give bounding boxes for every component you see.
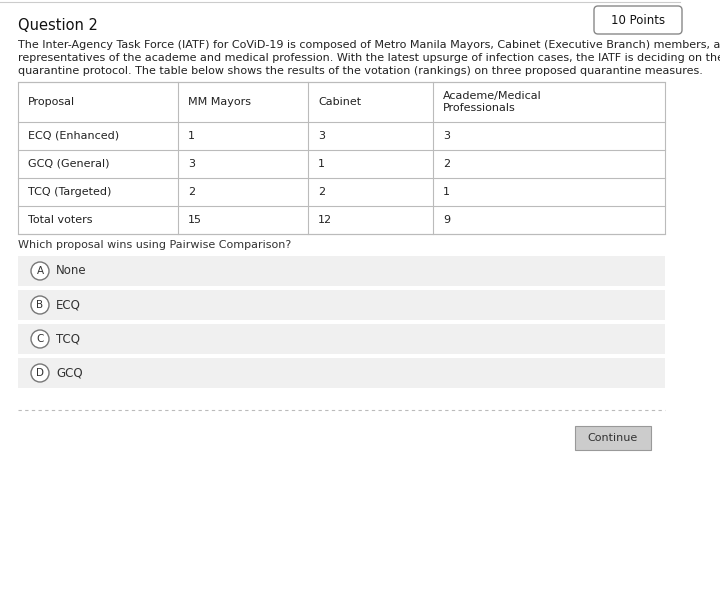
Text: 12: 12 [318, 215, 332, 225]
Text: 1: 1 [188, 131, 195, 141]
Text: Proposal: Proposal [28, 97, 75, 107]
Text: C: C [36, 334, 44, 344]
Text: TCQ (Targeted): TCQ (Targeted) [28, 187, 112, 197]
Text: 2: 2 [188, 187, 195, 197]
Text: TCQ: TCQ [56, 332, 80, 346]
Bar [18, 290, 665, 320]
Circle shape [31, 262, 49, 280]
Bar [18, 358, 665, 388]
Text: None: None [56, 264, 86, 278]
Text: GCQ (General): GCQ (General) [28, 159, 109, 169]
Text: 9: 9 [443, 215, 450, 225]
Text: 1: 1 [318, 159, 325, 169]
Text: Which proposal wins using Pairwise Comparison?: Which proposal wins using Pairwise Compa… [18, 240, 292, 250]
Bar [18, 324, 665, 354]
Text: 15: 15 [188, 215, 202, 225]
Text: A: A [37, 266, 44, 276]
Text: MM Mayors: MM Mayors [188, 97, 251, 107]
Text: GCQ: GCQ [56, 367, 83, 379]
Text: 2: 2 [443, 159, 450, 169]
Text: Academe/Medical
Professionals: Academe/Medical Professionals [443, 91, 541, 113]
Text: 3: 3 [318, 131, 325, 141]
Text: representatives of the academe and medical profession. With the latest upsurge o: representatives of the academe and medic… [18, 53, 720, 63]
Text: 3: 3 [188, 159, 195, 169]
Circle shape [31, 330, 49, 348]
Circle shape [31, 296, 49, 314]
Text: ECQ: ECQ [56, 299, 81, 311]
FancyBboxPatch shape [594, 6, 682, 34]
Bar [575, 426, 651, 450]
Text: quarantine protocol. The table below shows the results of the votation (rankings: quarantine protocol. The table below sho… [18, 66, 703, 76]
Text: D: D [36, 368, 44, 378]
Text: 3: 3 [443, 131, 450, 141]
Text: The Inter-Agency Task Force (IATF) for CoViD-19 is composed of Metro Manila Mayo: The Inter-Agency Task Force (IATF) for C… [18, 40, 720, 50]
Text: 2: 2 [318, 187, 325, 197]
Bar [18, 256, 665, 286]
Text: 1: 1 [443, 187, 450, 197]
Text: B: B [37, 300, 44, 310]
Text: Continue: Continue [588, 433, 638, 443]
Bar [18, 82, 665, 234]
Text: Total voters: Total voters [28, 215, 92, 225]
Text: 10 Points: 10 Points [611, 13, 665, 26]
Text: ECQ (Enhanced): ECQ (Enhanced) [28, 131, 119, 141]
Text: Question 2: Question 2 [18, 18, 98, 33]
Circle shape [31, 364, 49, 382]
Text: Cabinet: Cabinet [318, 97, 361, 107]
